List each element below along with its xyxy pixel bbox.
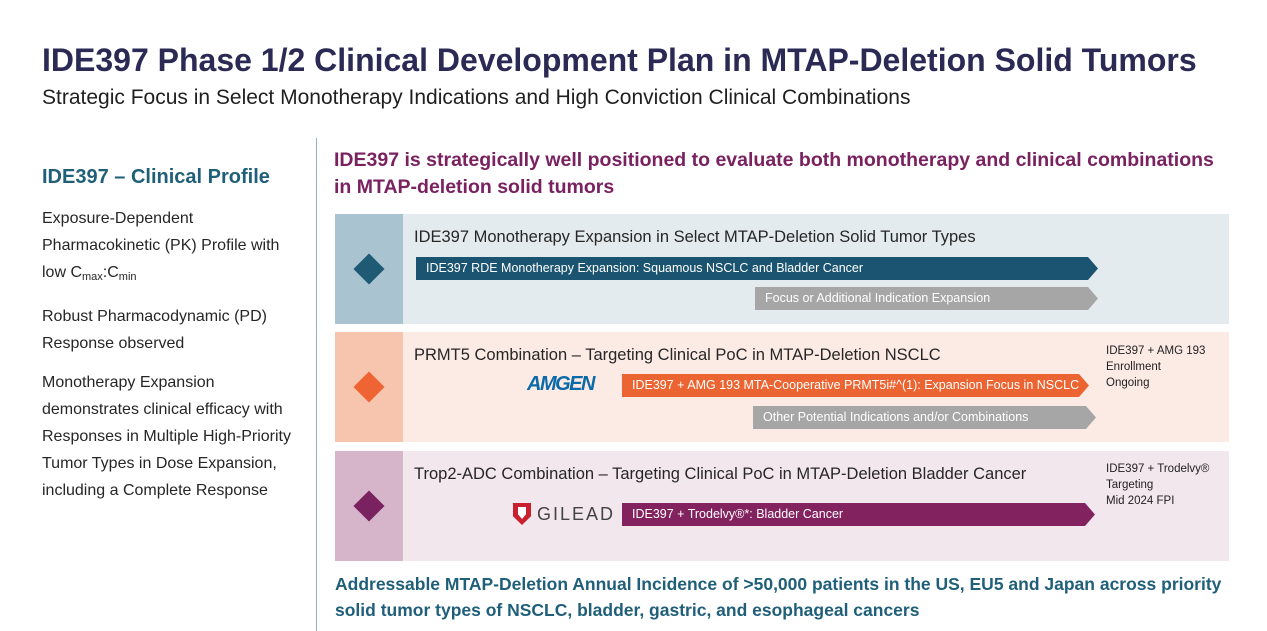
expansion-arrow-secondary: Other Potential Indications and/or Combi… — [753, 406, 1096, 429]
row-side-box — [335, 451, 403, 561]
diamond-marker-icon — [353, 490, 385, 522]
expansion-arrow-secondary: Focus or Additional Indication Expansion — [755, 287, 1098, 310]
expansion-arrow: IDE397 + AMG 193 MTA-Cooperative PRMT5i#… — [622, 374, 1089, 397]
vertical-divider — [316, 138, 317, 631]
expansion-arrow: IDE397 + Trodelvy®*: Bladder Cancer — [622, 503, 1095, 526]
clinical-profile-heading: IDE397 – Clinical Profile — [42, 166, 270, 188]
clinical-profile-panel: IDE397 – Clinical Profile Exposure-Depen… — [42, 166, 307, 516]
row-status-note: IDE397 + AMG 193 Enrollment Ongoing — [1106, 345, 1206, 389]
row-content: Trop2-ADC Combination – Targeting Clinic… — [403, 451, 1229, 561]
page-subtitle: Strategic Focus in Select Monotherapy In… — [42, 86, 911, 109]
gilead-shield-icon — [513, 503, 531, 525]
row-title: Trop2-ADC Combination – Targeting Clinic… — [414, 465, 1027, 483]
row-trop2-combination: Trop2-ADC Combination – Targeting Clinic… — [335, 451, 1229, 561]
row-status-note: IDE397 + Trodelvy® Targeting Mid 2024 FP… — [1106, 463, 1210, 507]
row-content: IDE397 Monotherapy Expansion in Select M… — [403, 214, 1229, 324]
row-monotherapy: IDE397 Monotherapy Expansion in Select M… — [335, 214, 1229, 324]
profile-point-efficacy: Monotherapy Expansion demonstrates clini… — [42, 374, 291, 499]
profile-point-pd: Robust Pharmacodynamic (PD) Response obs… — [42, 308, 267, 352]
row-title: IDE397 Monotherapy Expansion in Select M… — [414, 228, 976, 246]
expansion-arrow: IDE397 RDE Monotherapy Expansion: Squamo… — [416, 257, 1098, 280]
profile-point-pk: Exposure-Dependent Pharmacokinetic (PK) … — [42, 210, 280, 283]
diamond-marker-icon — [353, 253, 385, 285]
row-side-box — [335, 214, 403, 324]
row-content: PRMT5 Combination – Targeting Clinical P… — [403, 332, 1229, 442]
row-side-box — [335, 332, 403, 442]
amgen-logo: AMGEN — [527, 373, 595, 395]
row-title: PRMT5 Combination – Targeting Clinical P… — [414, 346, 941, 364]
row-prmt5-combination: PRMT5 Combination – Targeting Clinical P… — [335, 332, 1229, 442]
addressable-incidence-statement: Addressable MTAP-Deletion Annual Inciden… — [335, 574, 1222, 620]
strategy-headline: IDE397 is strategically well positioned … — [334, 149, 1214, 198]
page-title: IDE397 Phase 1/2 Clinical Development Pl… — [42, 42, 1197, 78]
gilead-logo: GILEAD — [513, 503, 615, 525]
diamond-marker-icon — [353, 371, 385, 403]
